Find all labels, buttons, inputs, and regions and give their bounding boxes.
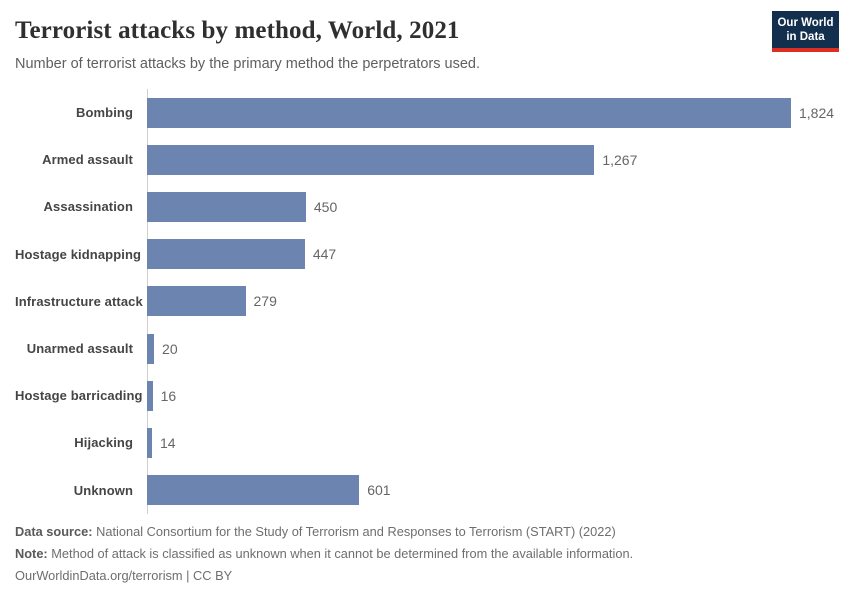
data-source-text: National Consortium for the Study of Ter… bbox=[92, 524, 616, 539]
value-label: 601 bbox=[367, 482, 391, 499]
bar bbox=[147, 333, 155, 364]
bar-track: 447 bbox=[147, 239, 791, 270]
value-label: 20 bbox=[162, 340, 178, 357]
bar bbox=[147, 191, 306, 222]
bar-chart: Bombing 1,824 Armed assault 1,267 Assass… bbox=[15, 89, 835, 514]
bar-row: Unarmed assault 20 bbox=[15, 325, 835, 372]
bar bbox=[147, 97, 791, 128]
license-line: OurWorldinData.org/terrorism | CC BY bbox=[15, 565, 835, 587]
category-label: Unknown bbox=[73, 482, 133, 498]
bar-track: 1,267 bbox=[147, 144, 791, 175]
value-label: 1,267 bbox=[602, 151, 638, 168]
chart-subtitle: Number of terrorist attacks by the prima… bbox=[15, 56, 481, 72]
chart-header: Terrorist attacks by method, World, 2021… bbox=[15, 11, 839, 73]
note-label: Note: bbox=[15, 546, 48, 561]
bar-track: 279 bbox=[147, 286, 791, 317]
data-source-line: Data source: National Consortium for the… bbox=[15, 521, 835, 543]
chart-footer: Data source: National Consortium for the… bbox=[15, 521, 835, 587]
bar-row: Unknown 601 bbox=[15, 467, 835, 514]
bar-track: 1,824 bbox=[147, 97, 834, 128]
category-label: Assassination bbox=[43, 199, 133, 215]
bar-track: 450 bbox=[147, 191, 791, 222]
value-label: 14 bbox=[159, 434, 176, 451]
note-text: Method of attack is classified as unknow… bbox=[47, 546, 634, 561]
category-label: Bombing bbox=[75, 105, 133, 121]
category-label: Infrastructure attack bbox=[15, 293, 143, 309]
bar-row: Infrastructure attack 279 bbox=[15, 278, 835, 325]
bar-row: Hijacking 14 bbox=[15, 419, 835, 466]
bar-row: Bombing 1,824 bbox=[15, 89, 835, 136]
category-label: Hijacking bbox=[74, 435, 133, 451]
owid-logo[interactable]: Our World in Data bbox=[772, 11, 839, 52]
category-label: Armed assault bbox=[42, 152, 133, 168]
note-line: Note: Method of attack is classified as … bbox=[15, 543, 835, 565]
bar-row: Armed assault 1,267 bbox=[15, 136, 835, 183]
category-label: Hostage kidnapping bbox=[15, 246, 142, 262]
value-label: 16 bbox=[160, 387, 177, 404]
category-label: Hostage barricading bbox=[15, 388, 143, 404]
bar bbox=[147, 475, 360, 506]
bar-track: 20 bbox=[147, 333, 791, 364]
bar-row: Hostage kidnapping 447 bbox=[15, 231, 835, 278]
bar bbox=[147, 239, 305, 270]
owid-logo-line1: Our World bbox=[777, 17, 834, 29]
bar-row: Assassination 450 bbox=[15, 183, 835, 230]
value-label: 450 bbox=[313, 198, 338, 215]
chart-rows: Bombing 1,824 Armed assault 1,267 Assass… bbox=[15, 89, 835, 514]
bar-row: Hostage barricading 16 bbox=[15, 372, 835, 419]
value-label: 447 bbox=[312, 246, 337, 263]
data-source-label: Data source: bbox=[15, 524, 93, 539]
chart-title: Terrorist attacks by method, World, 2021 bbox=[15, 17, 460, 44]
value-label: 279 bbox=[253, 293, 277, 310]
bar bbox=[147, 427, 152, 458]
bar bbox=[147, 380, 153, 411]
owid-logo-line2: in Data bbox=[786, 31, 825, 43]
bar-track: 16 bbox=[147, 380, 791, 411]
bar bbox=[147, 286, 246, 317]
bar-track: 601 bbox=[147, 475, 791, 506]
bar-track: 14 bbox=[147, 427, 791, 458]
value-label: 1,824 bbox=[799, 104, 835, 121]
bar bbox=[147, 144, 595, 175]
license-link[interactable]: OurWorldinData.org/terrorism | CC BY bbox=[15, 568, 233, 583]
category-label: Unarmed assault bbox=[26, 341, 133, 357]
